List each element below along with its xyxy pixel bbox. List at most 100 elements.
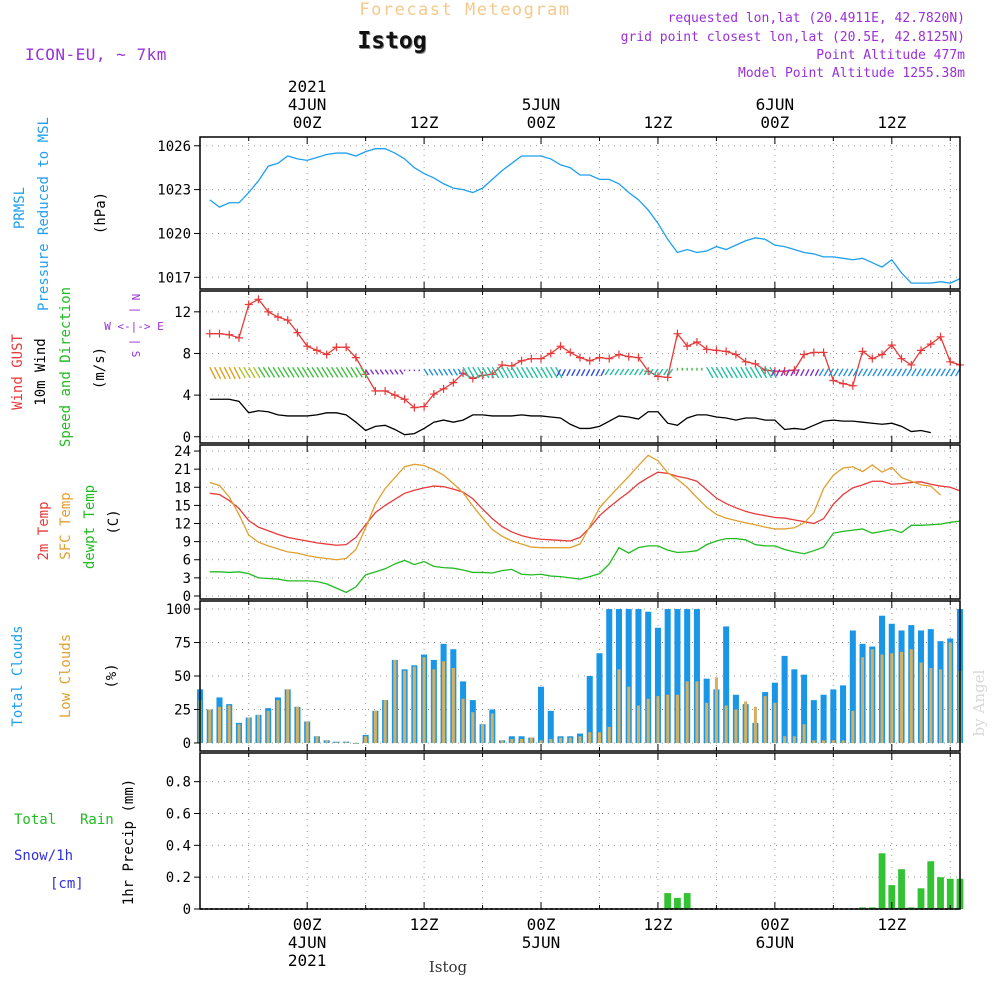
model-altitude: Model Point Altitude 1255.38m xyxy=(738,66,965,81)
low-cloud-bar xyxy=(442,661,446,743)
low-cloud-bar xyxy=(461,698,465,743)
wind-arrow xyxy=(759,366,768,379)
low-cloud-bar xyxy=(344,741,348,743)
wind-arrow xyxy=(306,366,315,378)
wind-arrow xyxy=(857,368,864,377)
wind-arrow xyxy=(643,368,649,376)
wind-arrow xyxy=(501,366,509,379)
total-cloud-bar xyxy=(781,655,788,743)
requested-coords: requested lon,lat (20.4911E, 42.7820N) xyxy=(668,11,965,26)
wind-arrow xyxy=(486,366,495,379)
gust-marker xyxy=(390,391,399,400)
wind-gust-label: Wind GUST xyxy=(10,334,26,410)
low-cloud-bar xyxy=(724,705,728,743)
low-cloud-bar xyxy=(744,701,748,743)
gust-marker xyxy=(839,379,848,388)
compass-south-bar: | xyxy=(129,339,142,346)
y-tick-label: 6 xyxy=(183,553,191,569)
low-cloud-bar xyxy=(773,702,777,743)
panel-frame xyxy=(199,444,961,600)
bottom-time-label: 12Z xyxy=(643,915,672,934)
wind-arrow xyxy=(365,369,370,375)
wind-arrow xyxy=(228,366,236,380)
wind-arrow xyxy=(550,366,558,379)
wind-arrow xyxy=(730,366,738,379)
gust-marker xyxy=(381,386,390,395)
wind-arrow xyxy=(891,368,898,377)
wind-unit-label: (m/s) xyxy=(92,347,108,389)
low-cloud-bar xyxy=(588,732,592,743)
low-cloud-bar xyxy=(656,696,660,743)
low-cloud-bar xyxy=(286,689,290,743)
grid-point-coords: grid point closest lon,lat (20.5E, 42.81… xyxy=(621,30,965,45)
wind-arrow xyxy=(238,366,246,379)
low-cloud-bar xyxy=(471,712,475,743)
top-time-label: 12Z xyxy=(643,113,672,132)
gust-marker xyxy=(273,313,282,322)
low-cloud-bar xyxy=(237,724,241,743)
total-cloud-bar xyxy=(645,611,652,743)
wind-arrow xyxy=(710,366,719,379)
low-cloud-bar xyxy=(900,651,904,743)
bottom-time-label: 4JUN xyxy=(288,933,327,952)
wind-arrow xyxy=(715,366,724,379)
low-cloud-bar xyxy=(334,741,338,743)
gust-marker xyxy=(234,333,243,342)
gust-marker xyxy=(244,300,253,309)
gust-marker xyxy=(312,346,321,355)
y-tick-label: 100 xyxy=(166,602,191,618)
wind-arrow xyxy=(896,368,903,377)
rain-bar xyxy=(868,907,876,909)
wind-arrow xyxy=(740,366,748,379)
wind-arrow xyxy=(316,366,324,378)
low-cloud-bar xyxy=(559,737,563,743)
gust-marker xyxy=(692,338,701,347)
prmsl-label: PRMSL xyxy=(12,187,28,229)
wind-arrow xyxy=(901,368,908,377)
wind-arrow xyxy=(423,368,429,376)
precip-rain-label: Rain xyxy=(80,812,114,828)
wind-arrow xyxy=(770,368,776,377)
low-cloud-bar xyxy=(870,649,874,743)
low-cloud-bar xyxy=(841,740,845,743)
gust-marker xyxy=(809,348,818,357)
chart-kind-title: Forecast Meteogram xyxy=(359,0,570,20)
wind-arrow xyxy=(360,366,368,378)
wind-arrow xyxy=(394,369,399,375)
wind-arrow xyxy=(614,368,620,376)
location-title: Istog xyxy=(357,28,426,54)
low-cloud-bar xyxy=(364,736,368,743)
low-cloud-bar xyxy=(939,669,943,743)
y-tick-label: 0 xyxy=(183,430,191,446)
rain-bar xyxy=(664,893,672,909)
wind-arrow xyxy=(867,368,873,377)
low-cloud-bar xyxy=(403,670,407,743)
gust-marker xyxy=(225,330,234,339)
gust-marker xyxy=(537,354,546,363)
gust-marker xyxy=(819,348,828,357)
gust-marker xyxy=(634,353,643,362)
wind-arrow xyxy=(764,366,773,379)
pressure-line xyxy=(209,148,961,284)
y-tick-label: 1023 xyxy=(157,183,191,199)
gust-marker xyxy=(907,360,916,369)
wind-arrow xyxy=(369,369,375,375)
gust-marker xyxy=(653,372,662,381)
model-label: ICON-EU, ~ 7km xyxy=(25,45,167,64)
wind-arrow xyxy=(862,368,869,377)
precip-snow-label: Snow/1h xyxy=(14,848,73,864)
wind-arrow xyxy=(749,366,758,379)
wind-arrow xyxy=(881,368,888,377)
wind-arrow xyxy=(277,366,285,378)
grid-layer xyxy=(200,137,960,910)
low-cloud-bar xyxy=(607,726,611,743)
gust-marker xyxy=(751,359,760,368)
low-cloud-bar xyxy=(227,705,231,743)
y-tick-label: 24 xyxy=(174,444,191,460)
total-cloud-bar xyxy=(674,609,681,743)
low-cloud-bar xyxy=(831,740,835,743)
total-cloud-bar xyxy=(723,626,730,743)
wind-arrow xyxy=(433,368,439,376)
wind-arrow xyxy=(291,366,300,378)
